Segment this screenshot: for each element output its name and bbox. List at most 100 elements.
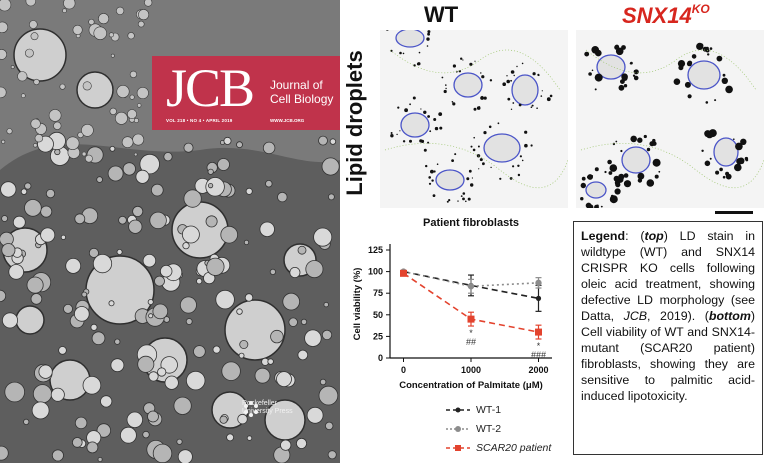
lipid-droplet — [438, 112, 443, 116]
lipid-droplet — [448, 199, 451, 202]
cover-droplet — [297, 349, 309, 361]
publisher-name: Rockefeller University Press — [242, 400, 293, 415]
lipid-droplet — [445, 87, 447, 90]
lipid-droplet — [537, 73, 540, 76]
lipid-droplet — [488, 125, 492, 129]
lipid-droplet — [470, 183, 474, 187]
lipid-droplet — [630, 135, 637, 143]
lipid-droplet — [428, 176, 431, 179]
lipid-droplet — [637, 137, 643, 143]
cover-droplet — [262, 141, 276, 155]
cover-droplet — [269, 268, 276, 275]
cover-droplet — [12, 215, 26, 229]
cover-droplet — [65, 257, 82, 274]
lipid-droplet — [390, 132, 393, 134]
cover-droplet — [152, 443, 173, 463]
lipid-droplet — [623, 180, 632, 188]
lipid-droplet — [594, 73, 603, 82]
cover-droplet — [24, 199, 42, 217]
lipid-droplet — [429, 130, 432, 133]
lipid-droplet — [536, 107, 538, 109]
cover-droplet — [0, 445, 9, 461]
nucleus-outline — [435, 169, 465, 191]
lipid-droplet — [532, 72, 536, 76]
lipid-droplet — [462, 192, 466, 195]
cover-droplet — [295, 437, 307, 449]
chart-legend: WT-1 WT-2 SCAR20 patient — [446, 400, 551, 457]
cover-droplet — [329, 138, 337, 145]
cover-droplet — [139, 153, 160, 175]
cover-droplet — [53, 121, 62, 130]
lipid-droplet — [510, 70, 515, 74]
lipid-droplet — [499, 177, 502, 180]
cover-droplet — [327, 450, 337, 460]
lipid-droplet — [524, 143, 528, 148]
publisher-logo-icon — [244, 401, 258, 417]
lipid-droplet — [610, 194, 614, 198]
cover-droplet — [20, 93, 26, 98]
lipid-droplet — [587, 175, 590, 179]
lipid-droplet — [618, 173, 625, 180]
nucleus-outline — [511, 74, 539, 106]
lipid-droplet — [698, 43, 704, 48]
cover-droplet — [110, 358, 125, 373]
cover-droplet — [226, 433, 235, 442]
data-point — [400, 269, 407, 277]
cover-droplet — [93, 26, 107, 40]
y-tick-label: 0 — [378, 353, 383, 363]
cover-droplet — [30, 32, 39, 41]
lipid-droplet — [471, 177, 473, 179]
cover-droplet — [127, 109, 137, 119]
cover-droplet — [243, 239, 250, 245]
lipid-droplet — [412, 96, 416, 100]
lipid-droplet — [451, 159, 454, 163]
lipid-droplet — [397, 106, 400, 109]
cover-droplet — [4, 381, 25, 403]
cover-droplet — [30, 118, 41, 129]
jcb-logo: JCB — [166, 58, 255, 118]
lipid-droplet — [510, 79, 512, 82]
cover-droplet — [132, 133, 145, 146]
lipid-droplet — [481, 75, 485, 79]
cover-droplet — [305, 260, 324, 279]
lipid-droplet — [744, 156, 749, 161]
lipid-droplet — [521, 159, 524, 162]
cover-droplet — [0, 289, 7, 302]
cover-droplet — [58, 346, 67, 355]
lipid-droplet — [446, 200, 449, 203]
cover-droplet — [133, 152, 138, 157]
x-tick-label: 2000 — [528, 365, 548, 375]
cover-droplet — [132, 205, 144, 217]
nucleus-outline — [400, 112, 430, 138]
lipid-droplet — [457, 200, 459, 202]
lipid-droplet — [646, 147, 651, 152]
cover-droplet — [246, 435, 253, 441]
lipid-droplet — [430, 169, 434, 174]
cover-droplet — [137, 103, 142, 108]
cover-droplet — [10, 65, 15, 69]
lipid-droplet — [460, 57, 463, 60]
cover-droplet — [138, 9, 150, 21]
cover-droplet — [185, 370, 206, 391]
lipid-droplet — [521, 62, 524, 65]
significance-label: * — [537, 341, 541, 351]
cover-droplet — [1, 139, 6, 144]
lipid-droplet — [637, 172, 645, 180]
lipid-droplet — [524, 130, 528, 134]
cover-droplet — [207, 168, 214, 175]
cover-droplet — [148, 313, 154, 319]
cover-droplet — [65, 136, 80, 150]
lipid-droplet — [445, 84, 447, 86]
lipid-droplet — [513, 74, 515, 77]
lipid-droplet — [404, 108, 408, 113]
lipid-droplet — [609, 164, 618, 172]
cover-droplet — [245, 187, 253, 195]
lipid-droplet — [737, 157, 745, 165]
cover-droplet — [20, 188, 28, 195]
lipid-droplet — [673, 78, 681, 85]
label-lipid-droplets: Lipid droplets — [342, 50, 367, 196]
cover-droplet — [40, 227, 56, 243]
lipid-droplet — [733, 138, 735, 140]
cover-droplet — [72, 24, 83, 35]
lipid-droplet — [439, 126, 443, 130]
